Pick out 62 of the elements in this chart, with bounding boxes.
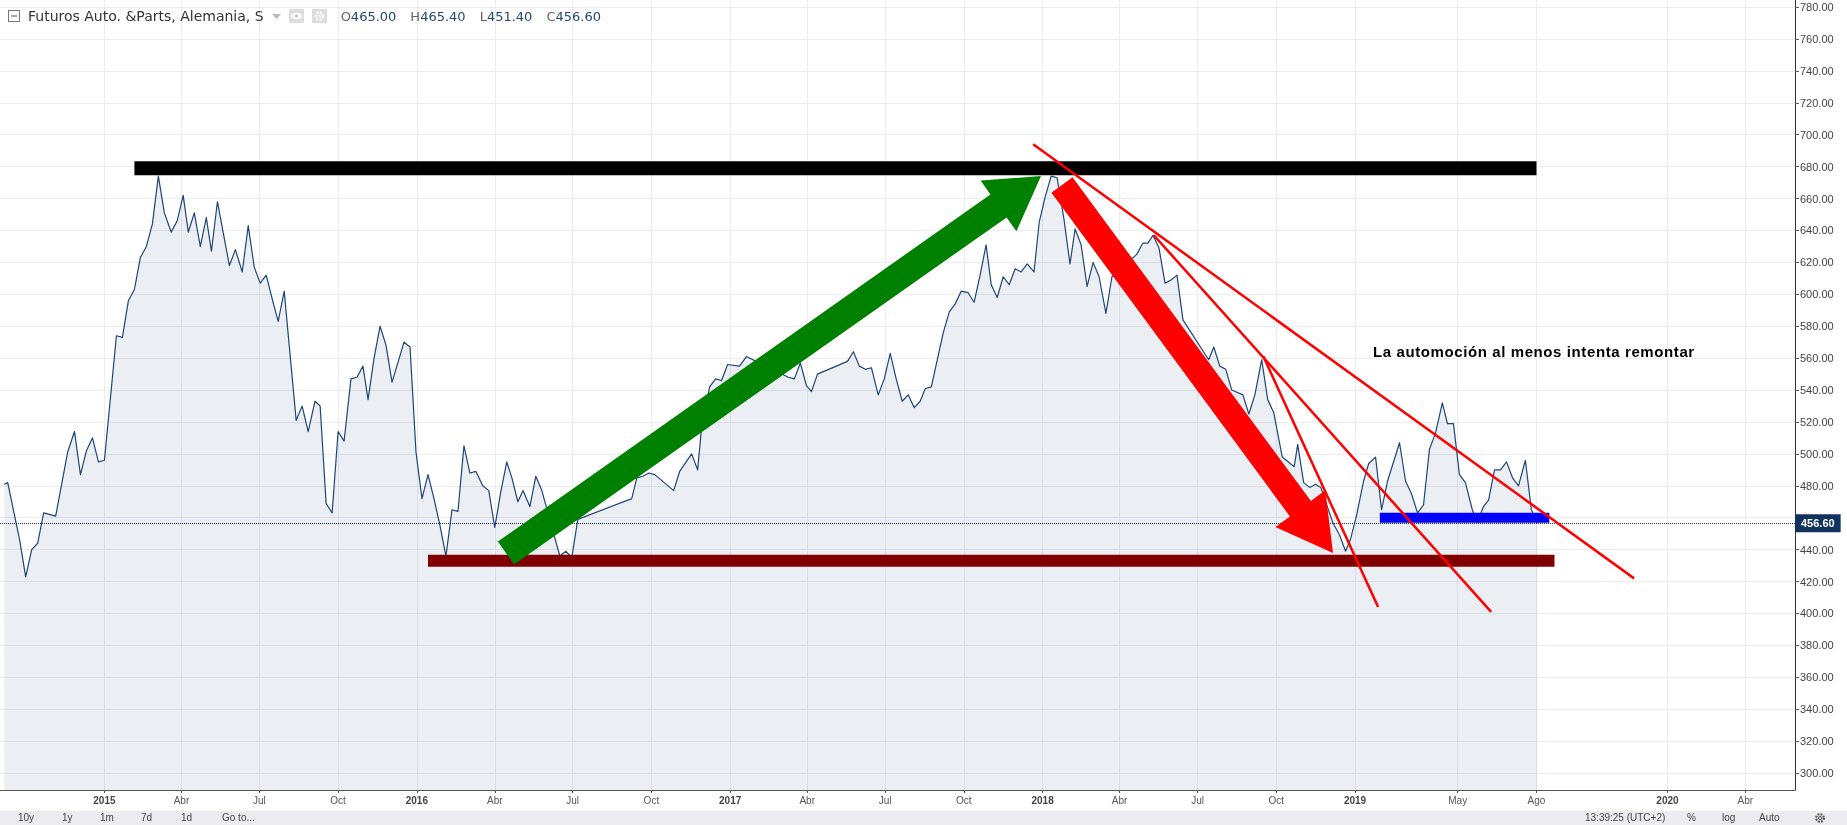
x-tick-label: Ago xyxy=(1527,794,1546,806)
x-tick-label: Oct xyxy=(643,794,660,806)
y-tick-label: 700.00 xyxy=(1800,128,1834,141)
y-tick-label: 600.00 xyxy=(1800,288,1834,301)
y-tick-label: 400.00 xyxy=(1800,607,1834,620)
x-tick-label: Oct xyxy=(956,794,972,806)
text: Auto xyxy=(1759,812,1780,823)
x-tick-label: 2015 xyxy=(93,794,116,806)
text: % xyxy=(1687,812,1696,823)
x-tick-label: Jul xyxy=(1191,794,1204,806)
y-tick-label: 660.00 xyxy=(1800,192,1834,205)
x-tick-label: Oct xyxy=(1268,794,1285,806)
y-tick-label: 620.00 xyxy=(1800,256,1834,269)
x-tick-label: Abr xyxy=(1111,794,1129,806)
x-tick-label: Jul xyxy=(252,794,266,806)
text: Futuros Auto. &Parts, Alemania, S xyxy=(28,8,264,24)
y-tick-label: 500.00 xyxy=(1800,447,1834,460)
annotation: C456.60 xyxy=(546,8,601,24)
x-tick-label: 2019 xyxy=(1343,794,1367,806)
text: 1y xyxy=(62,812,73,823)
text: 7d xyxy=(141,812,153,823)
y-tick-label: 420.00 xyxy=(1800,575,1834,588)
annotation: L451.40 xyxy=(479,8,533,24)
annotation: H465.40 xyxy=(410,8,466,24)
x-tick-label: 2016 xyxy=(405,794,429,806)
x-tick-label: Abr xyxy=(486,794,504,806)
y-tick-label: 760.00 xyxy=(1800,32,1834,45)
y-tick-label: 340.00 xyxy=(1800,703,1834,716)
annotation: O465.00 xyxy=(340,8,397,24)
y-tick-label: 320.00 xyxy=(1800,735,1834,748)
y-tick-label: 560.00 xyxy=(1800,352,1834,365)
y-tick-label: 480.00 xyxy=(1800,479,1834,492)
ref-line-label: 456.60 xyxy=(1801,517,1835,530)
x-tick-label: Abr xyxy=(1737,794,1754,806)
annotation: La automoción al menos intenta remontar xyxy=(1373,343,1695,360)
x-tick-label: Abr xyxy=(799,794,816,806)
x-tick-label: Jul xyxy=(878,794,892,806)
y-tick-label: 360.00 xyxy=(1800,671,1834,684)
y-tick-label: 520.00 xyxy=(1800,415,1834,428)
text: Go to... xyxy=(222,812,255,823)
y-tick-label: 680.00 xyxy=(1800,160,1834,173)
y-tick-label: 300.00 xyxy=(1800,767,1834,780)
x-tick-label: Abr xyxy=(173,794,190,806)
y-tick-label: 720.00 xyxy=(1800,96,1834,109)
x-tick-label: May xyxy=(1448,794,1468,806)
text: 10y xyxy=(18,812,35,823)
y-tick-label: 640.00 xyxy=(1800,224,1834,237)
y-tick-label: 540.00 xyxy=(1800,384,1834,397)
x-tick-label: Oct xyxy=(330,794,347,806)
y-tick-label: 380.00 xyxy=(1800,639,1834,652)
x-tick-label: 2018 xyxy=(1031,794,1055,806)
y-tick-label: 780.00 xyxy=(1800,1,1834,14)
text: 13:39:25 (UTC+2) xyxy=(1585,812,1666,823)
text: log xyxy=(1722,812,1736,823)
x-tick-label: 2020 xyxy=(1656,794,1680,806)
text: 1m xyxy=(100,812,114,823)
y-tick-label: 740.00 xyxy=(1800,64,1834,77)
y-tick-label: 440.00 xyxy=(1800,543,1834,556)
x-tick-label: Jul xyxy=(566,794,580,806)
text: 1d xyxy=(181,812,193,823)
x-tick-label: 2017 xyxy=(719,794,742,806)
y-tick-label: 580.00 xyxy=(1800,320,1834,333)
